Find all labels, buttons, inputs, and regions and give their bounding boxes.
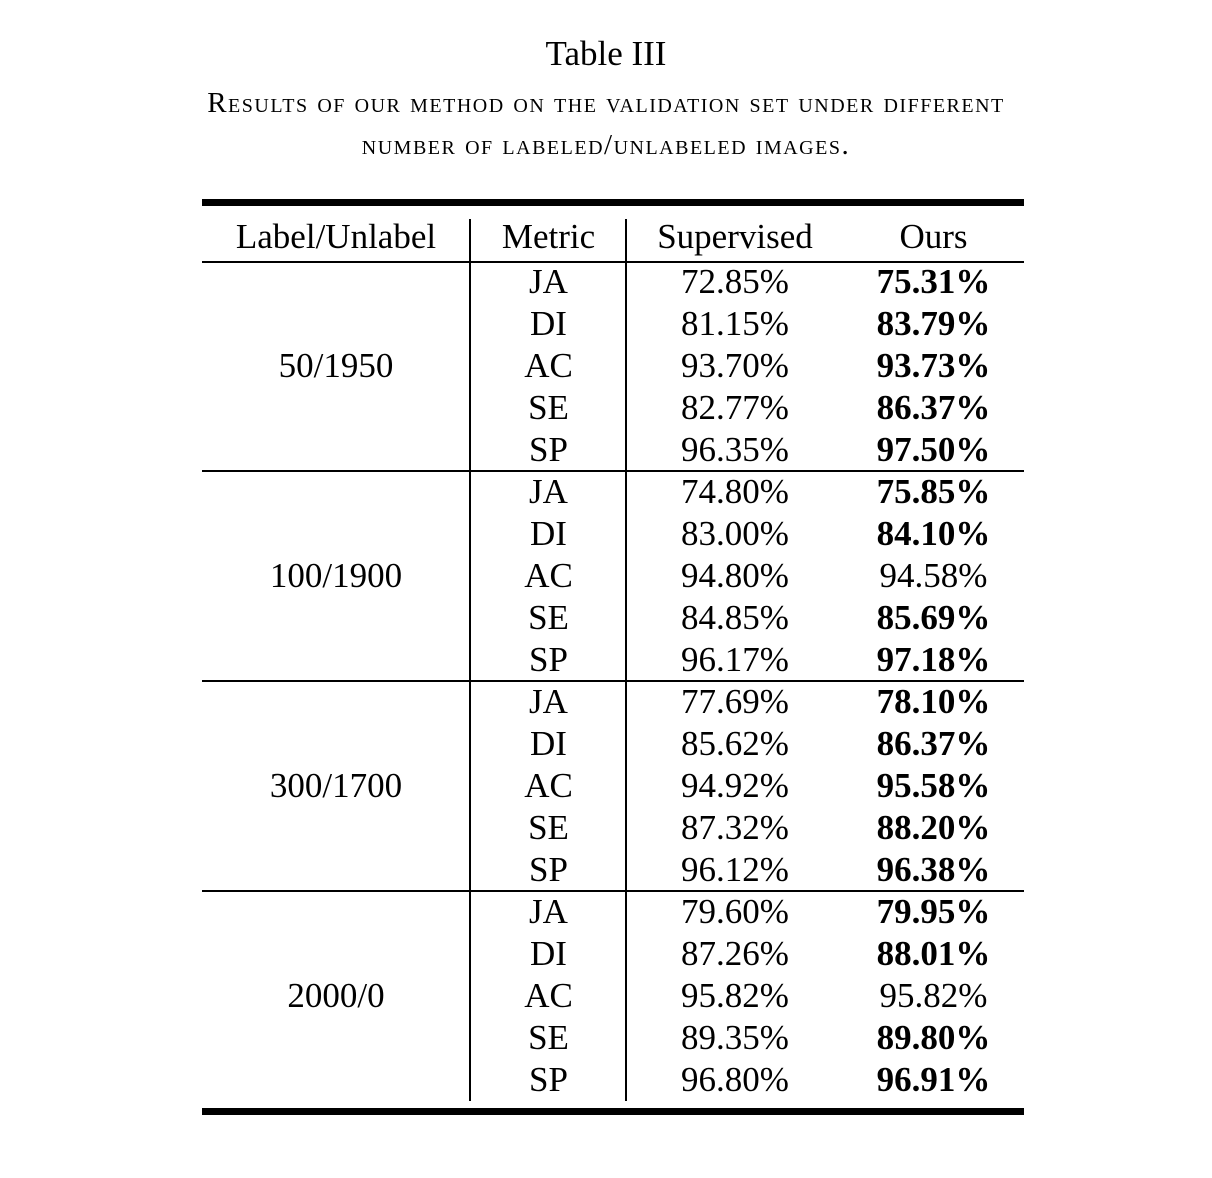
metric-cell: SE <box>528 808 569 847</box>
metric-cell: SP <box>529 850 568 889</box>
metric-cell: AC <box>524 556 573 595</box>
metric-cell: SP <box>529 430 568 469</box>
table-caption-line-2: number of labeled/unlabeled images. <box>361 129 851 161</box>
metric-cell: DI <box>530 514 567 553</box>
group-separator-rule <box>202 680 1024 682</box>
metric-cell: AC <box>524 766 573 805</box>
ours-cell: 93.73% <box>876 346 991 385</box>
ours-cell: 89.80% <box>876 1018 991 1057</box>
ours-cell: 97.50% <box>876 430 991 469</box>
supervised-cell: 87.26% <box>681 934 789 973</box>
metric-cell: SE <box>528 1018 569 1057</box>
supervised-cell: 79.60% <box>681 892 789 931</box>
supervised-cell: 77.69% <box>681 682 789 721</box>
supervised-cell: 96.80% <box>681 1060 789 1099</box>
ours-cell: 95.58% <box>876 766 991 805</box>
ours-cell: 96.91% <box>876 1060 991 1099</box>
supervised-cell: 96.17% <box>681 640 789 679</box>
supervised-cell: 85.62% <box>681 724 789 763</box>
metric-cell: AC <box>524 976 573 1015</box>
table-caption: Results of our method on the validation … <box>0 82 1212 166</box>
column-divider-label <box>469 219 471 1101</box>
supervised-cell: 84.85% <box>681 598 789 637</box>
ours-cell: 88.01% <box>876 934 991 973</box>
supervised-cell: 72.85% <box>681 262 789 301</box>
metric-cell: DI <box>530 724 567 763</box>
metric-cell: JA <box>529 892 568 931</box>
ours-cell: 85.69% <box>876 598 991 637</box>
column-divider-metric <box>625 219 627 1101</box>
metric-cell: AC <box>524 346 573 385</box>
supervised-cell: 89.35% <box>681 1018 789 1057</box>
ours-cell: 86.37% <box>876 724 991 763</box>
metric-cell: SE <box>528 388 569 427</box>
metric-cell: JA <box>529 682 568 721</box>
ours-cell: 94.58% <box>879 556 988 595</box>
group-label: 100/1900 <box>269 556 403 595</box>
ours-cell: 97.18% <box>876 640 991 679</box>
ours-cell: 83.79% <box>876 304 991 343</box>
supervised-cell: 96.12% <box>681 850 789 889</box>
table-caption-line-1: Results of our method on the validation … <box>207 87 1005 119</box>
ours-cell: 86.37% <box>876 388 991 427</box>
ours-cell: 79.95% <box>876 892 991 931</box>
metric-cell: SP <box>529 640 568 679</box>
group-label: 2000/0 <box>287 976 385 1015</box>
header-label-unlabel: Label/Unlabel <box>235 217 437 256</box>
header-rule <box>202 261 1024 263</box>
table-title: Table III <box>545 34 667 73</box>
supervised-cell: 94.92% <box>681 766 789 805</box>
supervised-cell: 93.70% <box>681 346 789 385</box>
header-ours: Ours <box>899 217 968 256</box>
ours-cell: 78.10% <box>876 682 991 721</box>
ours-cell: 75.31% <box>876 262 991 301</box>
supervised-cell: 83.00% <box>681 514 789 553</box>
group-label: 50/1950 <box>278 346 394 385</box>
group-separator-rule <box>202 890 1024 892</box>
ours-cell: 96.38% <box>876 850 991 889</box>
ours-cell: 84.10% <box>876 514 991 553</box>
ours-cell: 95.82% <box>879 976 988 1015</box>
metric-cell: SE <box>528 598 569 637</box>
header-supervised: Supervised <box>657 217 813 256</box>
header-metric: Metric <box>501 217 596 256</box>
group-label: 300/1700 <box>269 766 403 805</box>
supervised-cell: 87.32% <box>681 808 789 847</box>
metric-cell: SP <box>529 1060 568 1099</box>
supervised-cell: 95.82% <box>681 976 789 1015</box>
supervised-cell: 94.80% <box>681 556 789 595</box>
supervised-cell: 96.35% <box>681 430 789 469</box>
metric-cell: JA <box>529 472 568 511</box>
metric-cell: DI <box>530 304 567 343</box>
supervised-cell: 82.77% <box>681 388 789 427</box>
metric-cell: DI <box>530 934 567 973</box>
top-rule <box>202 199 1024 206</box>
group-separator-rule <box>202 470 1024 472</box>
metric-cell: JA <box>529 262 568 301</box>
ours-cell: 88.20% <box>876 808 991 847</box>
bottom-rule <box>202 1108 1024 1115</box>
ours-cell: 75.85% <box>876 472 991 511</box>
supervised-cell: 74.80% <box>681 472 789 511</box>
supervised-cell: 81.15% <box>681 304 789 343</box>
